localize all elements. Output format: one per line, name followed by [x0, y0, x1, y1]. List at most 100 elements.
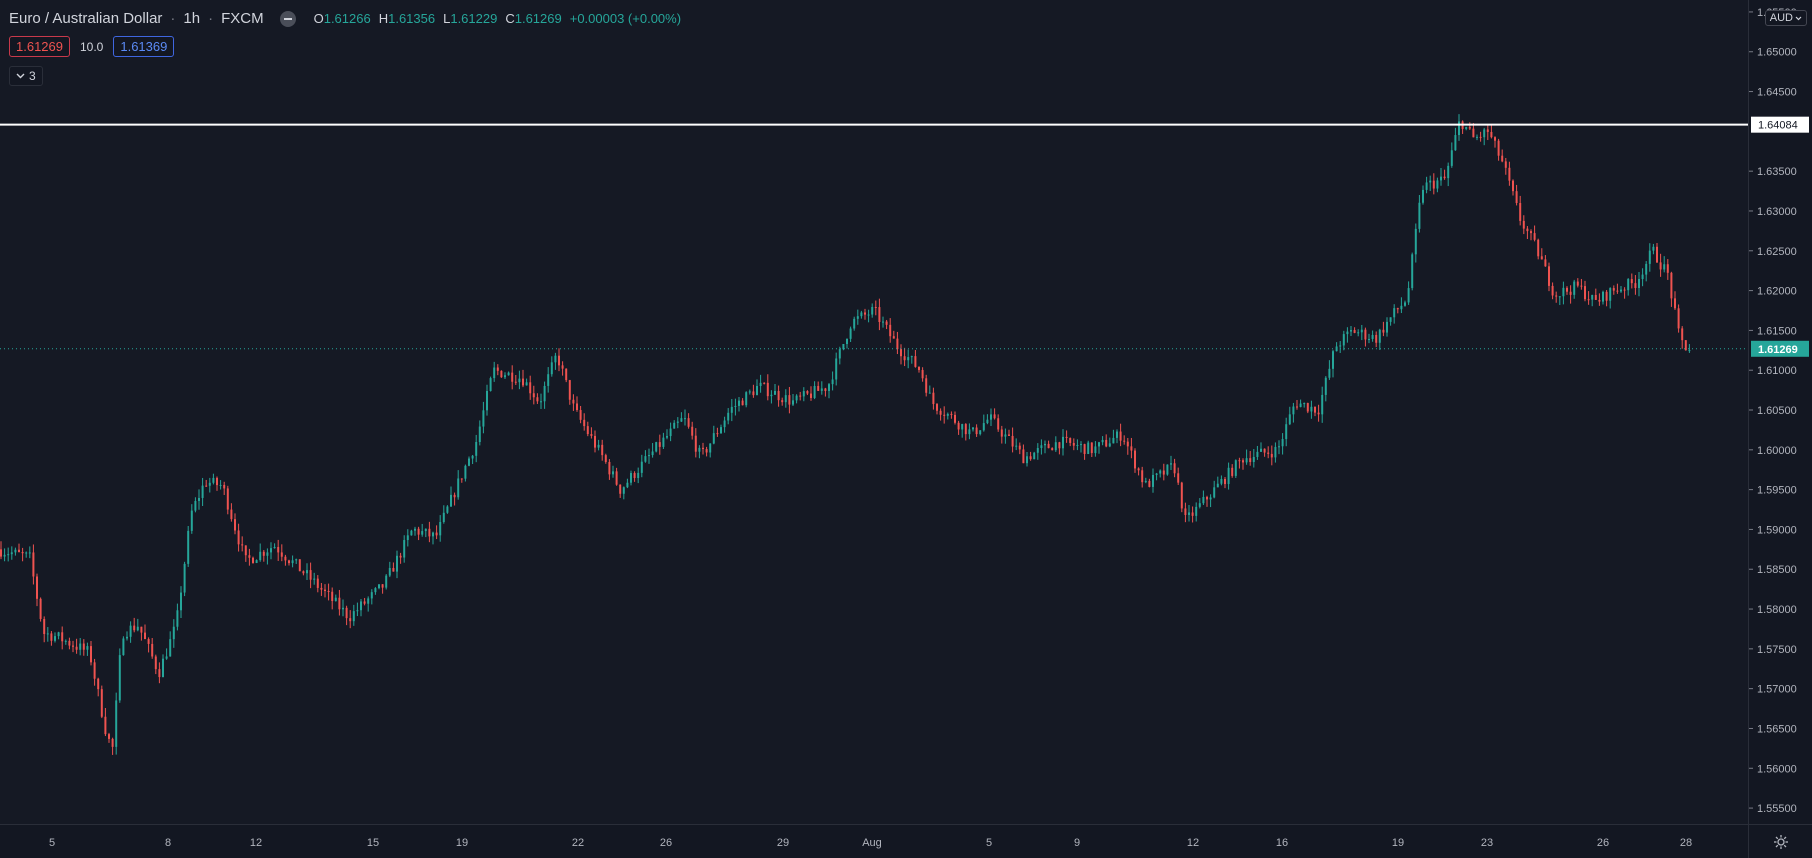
time-label: 26 [660, 837, 672, 849]
buy-button[interactable]: 1.61369 [113, 36, 175, 57]
candle-body [1648, 250, 1651, 264]
symbol-interval[interactable]: 1h [183, 10, 201, 27]
price-axis[interactable]: 1.655001.650001.645001.635001.630001.625… [1748, 0, 1812, 824]
candle-body [291, 560, 294, 564]
candle-body [576, 403, 578, 411]
low-label: L [443, 11, 451, 26]
candle-body [1069, 438, 1072, 443]
candle-body [1108, 443, 1111, 447]
candle-body [831, 379, 834, 385]
candle-body [752, 391, 755, 396]
candlestick-chart[interactable] [0, 0, 1748, 824]
candle-body [450, 494, 452, 507]
candle-body [1562, 287, 1565, 297]
candle-body [1281, 439, 1284, 447]
price-label: 1.59500 [1757, 485, 1797, 497]
time-axis[interactable]: 5 8 12 15 19 22 26 29 Aug 5 9 12 16 19 23 26 28 [0, 824, 1748, 858]
candle-body [471, 455, 474, 459]
candle-body [756, 386, 758, 396]
time-label: 9 [1074, 837, 1080, 849]
candle-body [50, 633, 53, 641]
candle-body [1382, 329, 1385, 333]
hide-legend-icon[interactable] [279, 10, 296, 27]
candle-body [1375, 334, 1378, 343]
candle-body [1663, 264, 1666, 270]
candle-body [1062, 436, 1064, 449]
chart-pane[interactable]: Euro / Australian Dollar · 1h · FXCM O1.… [0, 0, 1748, 824]
candle-body [709, 443, 712, 453]
indicators-count: 3 [29, 69, 36, 83]
time-label: 29 [777, 837, 789, 849]
symbol-name[interactable]: Euro / Australian Dollar [9, 10, 163, 27]
change-value: +0.00003 (+0.00%) [569, 11, 682, 26]
price-label: 1.56500 [1757, 723, 1797, 735]
candle-body [302, 571, 305, 574]
symbol-exchange: FXCM [221, 10, 264, 27]
chart-settings-corner[interactable] [1748, 824, 1812, 858]
candle-body [356, 610, 359, 612]
candle-body [496, 367, 499, 371]
candle-body [7, 554, 10, 556]
candle-body [205, 485, 208, 487]
candle-body [320, 587, 323, 590]
candle-body [363, 601, 366, 604]
candle-body [1620, 289, 1622, 292]
candle-body [165, 656, 168, 659]
candle-body [284, 556, 287, 561]
candle-body [1332, 351, 1334, 369]
candle-body [1162, 470, 1165, 475]
candle-body [1350, 330, 1352, 332]
candle-body [1609, 288, 1612, 301]
candle-body [1573, 281, 1576, 295]
candle-body [1119, 431, 1122, 441]
candle-body [176, 610, 179, 627]
candle-body [511, 372, 514, 382]
candle-body [532, 393, 535, 398]
candle-body [788, 395, 791, 405]
price-label: 1.55500 [1757, 803, 1797, 815]
candle-body [1116, 431, 1118, 438]
candle-body [230, 509, 233, 520]
candle-body [1080, 444, 1082, 446]
candle-body [946, 413, 949, 416]
gear-icon[interactable] [1773, 834, 1789, 850]
candle-body [216, 477, 218, 486]
candle-body [1494, 137, 1496, 141]
time-label: 23 [1481, 837, 1493, 849]
candle-body [903, 356, 906, 361]
candle-body [1137, 468, 1140, 471]
last-price-label: 1.61269 [1758, 344, 1798, 356]
close-value: 1.61269 [514, 11, 562, 26]
candle-body [378, 584, 380, 589]
candle-body [1630, 279, 1633, 284]
quantity-field[interactable]: 10.0 [80, 39, 104, 54]
candle-body [856, 316, 859, 319]
trading-panel: 1.61269 10.0 1.61369 [9, 36, 175, 57]
candle-body [1357, 332, 1360, 334]
candle-body [43, 618, 46, 635]
price-label: 1.58500 [1757, 564, 1797, 576]
time-label: 19 [1392, 837, 1404, 849]
candle-body [183, 563, 186, 593]
candle-body [892, 336, 895, 339]
separator-dot: · [170, 10, 176, 27]
sell-button[interactable]: 1.61269 [9, 36, 70, 57]
candle-body [1072, 442, 1075, 446]
candle-body [568, 380, 571, 400]
candle-body [648, 455, 650, 457]
candle-body [1274, 446, 1277, 458]
candle-body [1371, 334, 1374, 339]
candle-body [838, 349, 841, 359]
candle-body [1522, 220, 1525, 229]
candle-body [759, 382, 762, 387]
candle-body [1483, 129, 1486, 138]
candle-body [1321, 394, 1324, 415]
candle-body [1170, 463, 1172, 465]
candle-body [860, 312, 863, 317]
candle-body [828, 384, 830, 391]
candle-body [813, 385, 816, 398]
candle-body [745, 392, 748, 406]
indicators-collapse-button[interactable]: 3 [9, 66, 43, 86]
candle-body [586, 426, 589, 435]
currency-selector[interactable]: AUD [1764, 10, 1807, 26]
